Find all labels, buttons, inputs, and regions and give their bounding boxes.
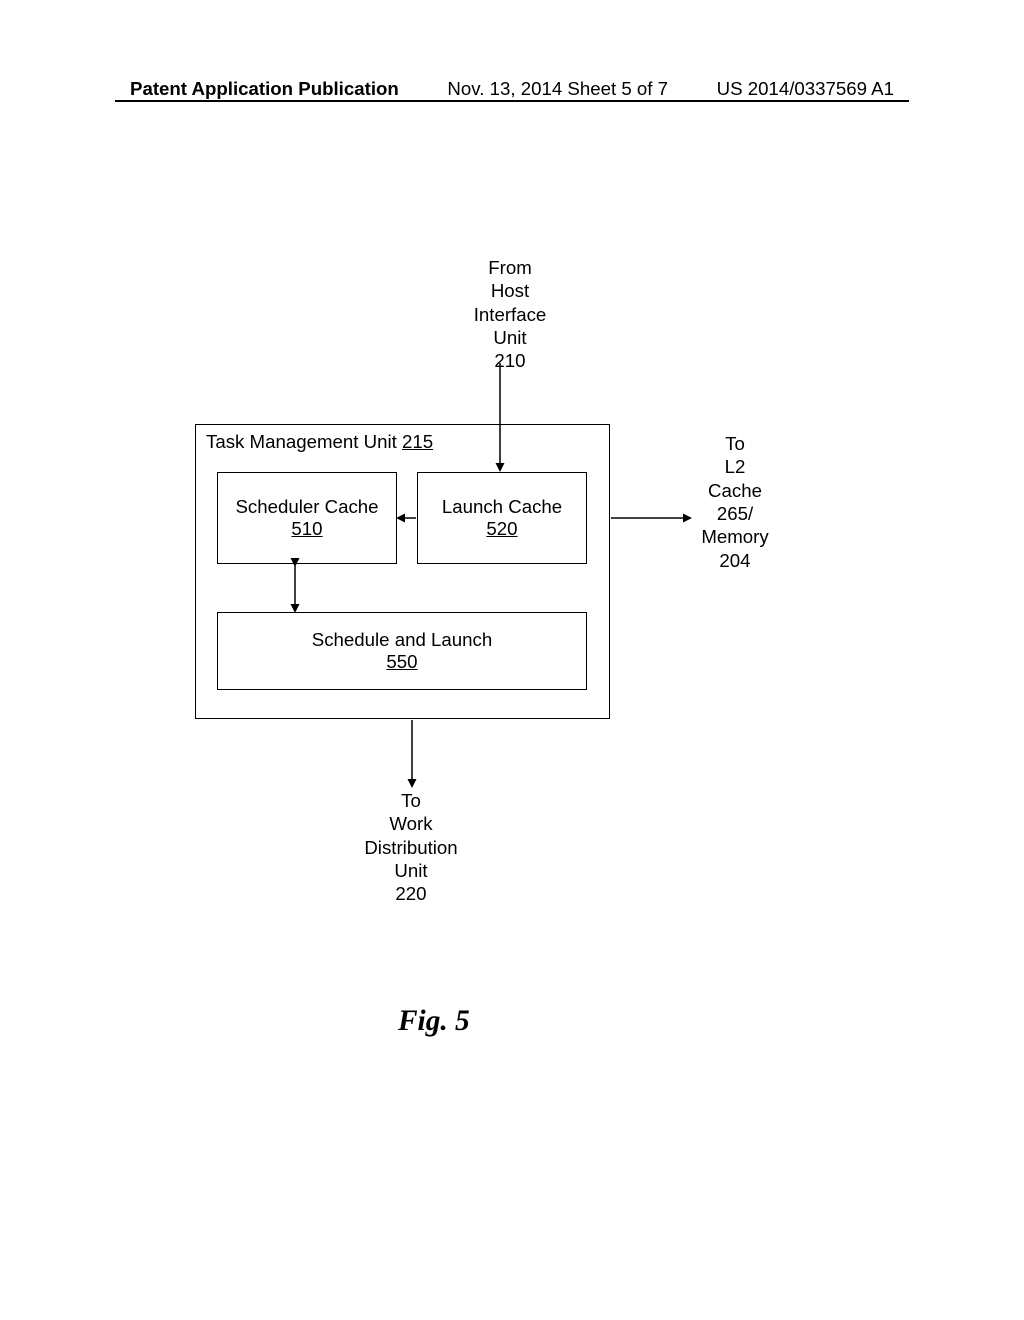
label-from-host-interface-line: 210: [494, 349, 525, 372]
schedule-launch-title: Schedule and Launch: [312, 629, 493, 651]
label-to-l2-cache-memory-line: To: [725, 432, 745, 455]
label-to-work-distribution-unit: ToWorkDistributionUnit220: [346, 789, 476, 906]
label-to-work-distribution-unit-line: 220: [395, 882, 426, 905]
node-task-management-unit-title: Task Management Unit 215: [196, 425, 443, 459]
label-to-l2-cache-memory-line: Cache: [708, 479, 762, 502]
node-scheduler-cache: Scheduler Cache 510: [217, 472, 397, 564]
page: Patent Application Publication Nov. 13, …: [0, 0, 1024, 1320]
label-to-work-distribution-unit-line: Unit: [394, 859, 427, 882]
label-to-work-distribution-unit-line: To: [401, 789, 421, 812]
label-to-l2-cache-memory-line: 204: [719, 549, 750, 572]
node-schedule-and-launch: Schedule and Launch 550: [217, 612, 587, 690]
scheduler-cache-ref: 510: [291, 518, 322, 540]
launch-cache-title: Launch Cache: [442, 496, 562, 518]
node-launch-cache: Launch Cache 520: [417, 472, 587, 564]
figure-caption: Fig. 5: [398, 1005, 470, 1038]
label-to-work-distribution-unit-line: Distribution: [364, 836, 457, 859]
label-to-l2-cache-memory-line: 265/: [717, 502, 753, 525]
launch-cache-ref: 520: [486, 518, 517, 540]
label-from-host-interface: FromHostInterfaceUnit210: [460, 256, 560, 373]
label-to-work-distribution-unit-line: Work: [389, 812, 432, 835]
tmu-title-text: Task Management Unit: [206, 431, 397, 452]
schedule-launch-ref: 550: [386, 651, 417, 673]
label-from-host-interface-line: From: [488, 256, 532, 279]
label-to-l2-cache-memory-line: L2: [725, 455, 746, 478]
label-to-l2-cache-memory: ToL2Cache265/Memory204: [685, 432, 785, 572]
tmu-ref: 215: [402, 431, 433, 452]
scheduler-cache-title: Scheduler Cache: [235, 496, 378, 518]
label-from-host-interface-line: Unit: [493, 326, 526, 349]
label-from-host-interface-line: Host: [491, 279, 529, 302]
label-from-host-interface-line: Interface: [474, 303, 547, 326]
diagram: FromHostInterfaceUnit210 ToL2Cache265/Me…: [0, 0, 1024, 1320]
label-to-l2-cache-memory-line: Memory: [701, 525, 768, 548]
